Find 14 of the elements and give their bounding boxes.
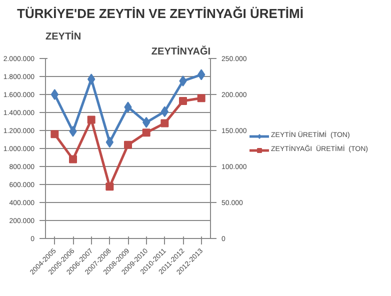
- point: [160, 119, 169, 128]
- point: [106, 182, 114, 191]
- chart-title: TÜRKİYE'DE ZEYTİN VE ZEYTİNYAĞI ÜRETİMİ: [17, 5, 304, 23]
- point: [69, 155, 77, 164]
- y-axis-title: ZEYTİN: [46, 30, 82, 42]
- point: [87, 116, 96, 124]
- point: [50, 130, 59, 138]
- y2-axis-title: ZEYTİNYAĞI: [151, 46, 211, 58]
- point: [142, 128, 150, 137]
- point: [124, 140, 132, 149]
- point: [50, 89, 58, 100]
- point: [197, 94, 206, 102]
- point: [179, 76, 187, 86]
- point: [179, 96, 187, 105]
